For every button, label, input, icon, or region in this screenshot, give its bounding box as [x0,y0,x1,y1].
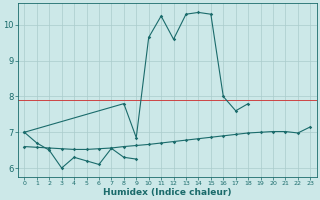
X-axis label: Humidex (Indice chaleur): Humidex (Indice chaleur) [103,188,232,197]
